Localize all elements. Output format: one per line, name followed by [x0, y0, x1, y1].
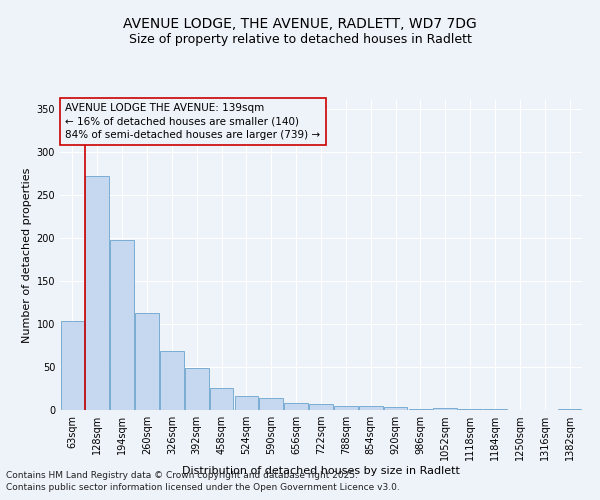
- Text: AVENUE LODGE, THE AVENUE, RADLETT, WD7 7DG: AVENUE LODGE, THE AVENUE, RADLETT, WD7 7…: [123, 18, 477, 32]
- Bar: [433, 408, 457, 410]
- Bar: [409, 409, 432, 410]
- Bar: [110, 240, 134, 410]
- Text: Size of property relative to detached houses in Radlett: Size of property relative to detached ho…: [128, 32, 472, 46]
- Bar: [334, 406, 358, 410]
- Bar: [160, 352, 184, 410]
- Bar: [259, 398, 283, 410]
- Bar: [558, 409, 581, 410]
- Bar: [309, 404, 333, 410]
- Bar: [235, 396, 258, 410]
- Bar: [135, 312, 159, 410]
- Bar: [458, 409, 482, 410]
- Y-axis label: Number of detached properties: Number of detached properties: [22, 168, 32, 342]
- X-axis label: Distribution of detached houses by size in Radlett: Distribution of detached houses by size …: [182, 466, 460, 476]
- Bar: [85, 176, 109, 410]
- Text: AVENUE LODGE THE AVENUE: 139sqm
← 16% of detached houses are smaller (140)
84% o: AVENUE LODGE THE AVENUE: 139sqm ← 16% of…: [65, 103, 320, 140]
- Bar: [61, 322, 84, 410]
- Text: Contains HM Land Registry data © Crown copyright and database right 2025.: Contains HM Land Registry data © Crown c…: [6, 471, 358, 480]
- Bar: [210, 388, 233, 410]
- Bar: [384, 408, 407, 410]
- Bar: [359, 406, 383, 410]
- Bar: [284, 403, 308, 410]
- Bar: [483, 409, 507, 410]
- Text: Contains public sector information licensed under the Open Government Licence v3: Contains public sector information licen…: [6, 484, 400, 492]
- Bar: [185, 368, 209, 410]
